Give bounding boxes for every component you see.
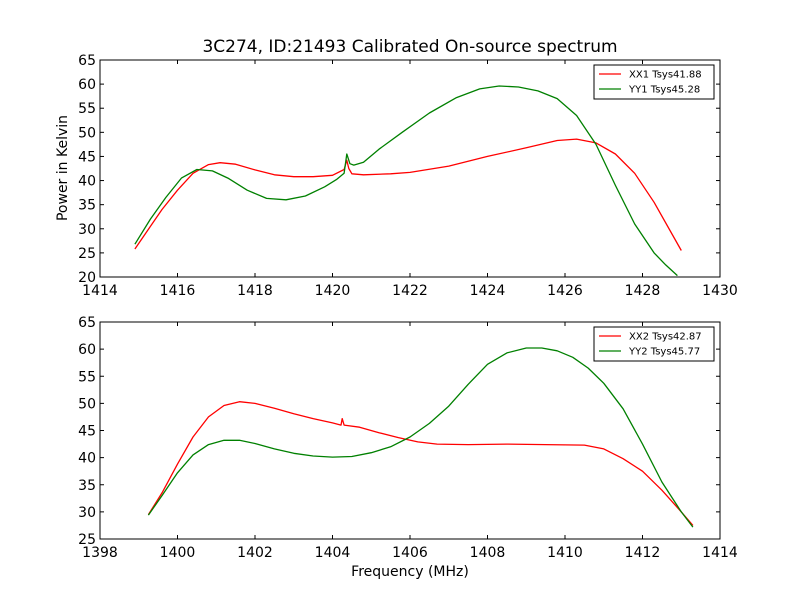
y-tick-label: 20 (78, 270, 96, 286)
series-line-yy1 (134, 85, 678, 277)
series-line-xx1 (134, 138, 682, 251)
series-line-yy2 (147, 347, 694, 528)
x-tick-label: 1414 (702, 545, 738, 561)
x-tick-label: 1430 (702, 283, 738, 299)
x-tick-label: 1414 (82, 283, 118, 299)
y-tick-label: 65 (78, 53, 96, 69)
x-tick-label: 1426 (547, 283, 583, 299)
x-tick-label: 1420 (315, 283, 351, 299)
x-tick-label: 1400 (160, 545, 196, 561)
x-ticks-top: 1414 1416 1418 1420 1422 1424 1426 1428 1430 (82, 60, 738, 299)
x-tick-label: 1404 (315, 545, 351, 561)
legend-label-yy2: YY2 Tsys45.77 (628, 347, 700, 358)
plot-frame-top (99, 59, 721, 278)
x-tick-label: 1416 (160, 283, 196, 299)
top-subplot: 3C274, ID:21493 Calibrated On-source spe… (55, 37, 738, 299)
y-tick-label: 35 (78, 478, 96, 494)
x-tick-label: 1408 (470, 545, 506, 561)
y-tick-label: 40 (78, 451, 96, 467)
x-ticks-bottom: 1398 1400 1402 1404 1406 1408 1410 1412 1414 (82, 322, 738, 561)
y-tick-label: 60 (78, 77, 96, 93)
legend-label-xx2: XX2 Tsys42.87 (629, 332, 702, 343)
legend-label-yy1: YY1 Tsys45.28 (628, 85, 700, 96)
y-tick-label: 55 (78, 101, 96, 117)
y-tick-label: 40 (78, 174, 96, 190)
legend-bottom: XX2 Tsys42.87 YY2 Tsys45.77 (593, 326, 715, 362)
series-line-xx2 (147, 401, 694, 526)
y-tick-label: 25 (78, 246, 96, 262)
x-tick-label: 1428 (625, 283, 661, 299)
x-tick-label: 1418 (237, 283, 273, 299)
series-lines-bottom (147, 347, 694, 528)
y-tick-label: 55 (78, 369, 96, 385)
legend-box-bottom (593, 326, 715, 362)
x-tick-label: 1422 (392, 283, 428, 299)
y-tick-label: 35 (78, 198, 96, 214)
x-tick-label: 1402 (237, 545, 273, 561)
plot-frame-bottom (99, 321, 721, 540)
bottom-subplot: 1398 1400 1402 1404 1406 1408 1410 1412 1414 25 3… (78, 315, 738, 580)
y-tick-label: 45 (78, 149, 96, 165)
y-tick-label: 25 (78, 532, 96, 548)
x-axis-title: Frequency (MHz) (351, 564, 469, 580)
y-tick-label: 65 (78, 315, 96, 331)
y-tick-label: 45 (78, 424, 96, 440)
chart-title: 3C274, ID:21493 Calibrated On-source spe… (202, 37, 617, 57)
legend-label-xx1: XX1 Tsys41.88 (629, 70, 702, 81)
y-tick-label: 50 (78, 396, 96, 412)
x-tick-label: 1410 (547, 545, 583, 561)
x-tick-label: 1398 (82, 545, 118, 561)
y-tick-label: 60 (78, 342, 96, 358)
y-axis-title: Power in Kelvin (55, 115, 71, 221)
legend-top: XX1 Tsys41.88 YY1 Tsys45.28 (593, 64, 715, 100)
y-tick-label: 30 (78, 222, 96, 238)
x-tick-label: 1406 (392, 545, 428, 561)
y-tick-label: 50 (78, 125, 96, 141)
series-lines-top (134, 85, 682, 277)
x-tick-label: 1412 (625, 545, 661, 561)
legend-box-top (593, 64, 715, 100)
y-ticks-top: 20 25 30 35 40 45 50 55 60 65 (78, 53, 720, 286)
y-tick-label: 30 (78, 505, 96, 521)
x-tick-label: 1424 (470, 283, 506, 299)
